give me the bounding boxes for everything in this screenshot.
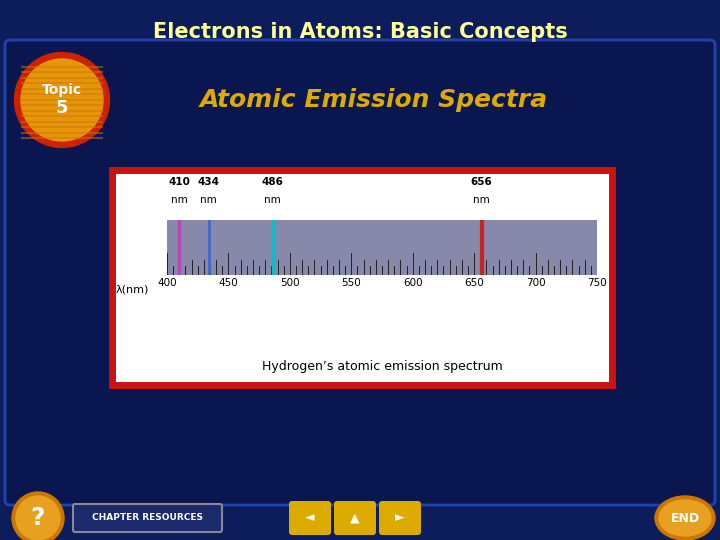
- Text: 410: 410: [168, 177, 190, 187]
- Text: Atomic Emission Spectra: Atomic Emission Spectra: [200, 88, 548, 112]
- Text: nm: nm: [264, 195, 281, 205]
- FancyBboxPatch shape: [379, 501, 421, 535]
- Text: nm: nm: [473, 195, 490, 205]
- Ellipse shape: [21, 59, 103, 141]
- Ellipse shape: [655, 496, 715, 540]
- Text: nm: nm: [200, 195, 217, 205]
- FancyBboxPatch shape: [289, 501, 331, 535]
- FancyBboxPatch shape: [112, 170, 612, 385]
- Text: 486: 486: [261, 177, 284, 187]
- FancyBboxPatch shape: [334, 501, 376, 535]
- Text: Electrons in Atoms: Basic Concepts: Electrons in Atoms: Basic Concepts: [153, 22, 567, 42]
- Ellipse shape: [659, 500, 711, 536]
- Text: ►: ►: [395, 511, 405, 524]
- Text: CHAPTER RESOURCES: CHAPTER RESOURCES: [91, 514, 202, 523]
- Text: 5: 5: [55, 99, 68, 117]
- Text: ◄: ◄: [305, 511, 315, 524]
- Ellipse shape: [14, 52, 109, 147]
- Text: ?: ?: [31, 506, 45, 530]
- Ellipse shape: [12, 492, 64, 540]
- Text: 656: 656: [471, 177, 492, 187]
- Text: Hydrogen’s atomic emission spectrum: Hydrogen’s atomic emission spectrum: [261, 360, 503, 373]
- Ellipse shape: [16, 496, 60, 540]
- Text: 434: 434: [198, 177, 220, 187]
- Text: ▲: ▲: [350, 511, 360, 524]
- FancyBboxPatch shape: [5, 40, 715, 505]
- Text: Topic: Topic: [42, 83, 82, 97]
- Text: END: END: [670, 511, 700, 524]
- FancyBboxPatch shape: [73, 504, 222, 532]
- Text: λ(nm): λ(nm): [115, 285, 149, 295]
- Text: nm: nm: [171, 195, 188, 205]
